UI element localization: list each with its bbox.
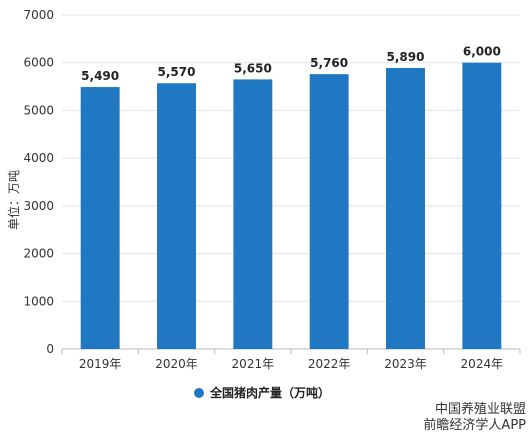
y-tick-label: 1000 (23, 294, 54, 308)
data-label: 5,650 (234, 61, 272, 75)
bars (80, 62, 502, 350)
x-axis-ticks: 2019年 2020年 2021年 2022年 2023年 2024年 (61, 349, 521, 371)
data-labels: 5,490 5,570 5,650 5,760 5,890 6,000 (81, 45, 501, 83)
legend-label: 全国猪肉产量（万吨） (209, 385, 330, 400)
y-tick-label: 3000 (23, 199, 54, 213)
y-tick-label: 7000 (23, 8, 54, 22)
x-tick-label: 2022年 (308, 357, 351, 371)
x-tick-label: 2019年 (79, 357, 122, 371)
data-label: 5,890 (387, 50, 425, 64)
y-tick-label: 6000 (23, 56, 54, 70)
bar (462, 62, 502, 349)
bar (386, 67, 425, 349)
y-axis-ticks: 0 1000 2000 3000 4000 5000 6000 7000 (23, 8, 54, 356)
bar (157, 83, 196, 349)
data-label: 5,490 (81, 69, 119, 83)
y-tick-label: 4000 (23, 151, 54, 165)
data-label: 5,760 (310, 56, 348, 70)
x-tick-label: 2021年 (232, 357, 275, 371)
bar (80, 87, 120, 349)
footer-source: 中国养殖业联盟 (434, 402, 526, 417)
x-tick-label: 2020年 (155, 357, 198, 371)
y-axis-title: 单位：万吨 (6, 170, 21, 230)
data-label: 6,000 (463, 45, 501, 59)
x-tick-label: 2023年 (384, 357, 427, 371)
y-tick-label: 5000 (23, 103, 54, 117)
data-label: 5,570 (158, 65, 196, 79)
x-tick-label: 2024年 (461, 357, 504, 371)
bar (309, 74, 349, 349)
bar (233, 79, 273, 350)
y-tick-label: 0 (46, 342, 54, 356)
footer-app: 前瞻经济学人APP (423, 418, 526, 433)
legend-marker (194, 388, 204, 398)
grid-lines (62, 14, 520, 350)
y-tick-label: 2000 (23, 247, 54, 261)
legend: 全国猪肉产量（万吨） (194, 385, 330, 400)
